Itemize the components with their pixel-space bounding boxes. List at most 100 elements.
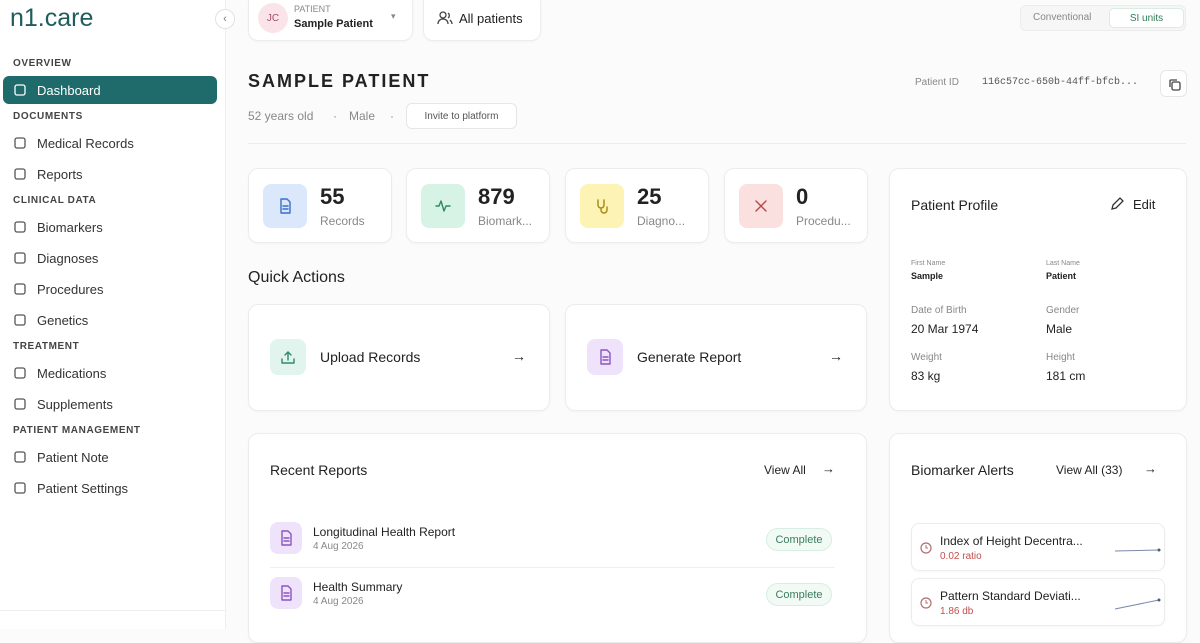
section-title: PATIENT MANAGEMENT	[13, 425, 141, 436]
nav-icon	[14, 367, 26, 379]
arrow-icon: →	[829, 348, 843, 364]
icon-glyph	[435, 200, 451, 212]
nav-item[interactable]: Reports	[3, 160, 217, 188]
action-card[interactable]: Generate Report →	[565, 304, 867, 411]
icon-glyph	[281, 351, 295, 364]
nav-icon	[14, 314, 26, 326]
report-name: Longitudinal Health Report	[313, 525, 456, 539]
nav-item[interactable]: Medications	[3, 359, 217, 387]
logo[interactable]: n1.care	[10, 4, 94, 32]
alert-item[interactable]: Index of Height Decentra... 0.02 ratio	[911, 523, 1165, 571]
unit-option[interactable]: Conventional	[1033, 12, 1092, 23]
alert-value: 0.02 ratio	[940, 551, 982, 562]
stat-value: 879	[478, 184, 515, 209]
alert-name: Pattern Standard Deviati...	[940, 589, 1081, 603]
stat-label: Records	[320, 214, 365, 228]
view-all-link[interactable]: View All (33)	[1056, 463, 1123, 477]
separator: ·	[390, 109, 394, 123]
biomarker-alerts-card: Biomarker Alerts View All (33) → Index o…	[889, 433, 1187, 643]
icon-glyph	[281, 585, 292, 601]
nav-item[interactable]: Diagnoses	[3, 244, 217, 272]
stat-label: Biomark...	[478, 214, 533, 228]
stat-card[interactable]: 879 Biomark...	[406, 168, 550, 243]
invite-button[interactable]: Invite to platform	[406, 103, 517, 129]
sidebar-footer-line	[0, 610, 226, 611]
unit-option[interactable]: SI units	[1109, 8, 1184, 28]
nav-item[interactable]: Patient Settings	[3, 474, 217, 502]
icon	[421, 184, 465, 228]
collapse-button[interactable]: ‹	[215, 9, 235, 29]
patient-id: 116c57cc-650b-44ff-bfcb...	[982, 77, 1139, 88]
nav-item[interactable]: Biomarkers	[3, 213, 217, 241]
arrow-icon: →	[512, 348, 526, 364]
users-icon	[437, 11, 453, 25]
stat-card[interactable]: 25 Diagno...	[565, 168, 709, 243]
nav-item[interactable]: Medical Records	[3, 129, 217, 157]
patient-age: 52 years old	[248, 109, 314, 123]
nav-item[interactable]: Dashboard	[3, 76, 217, 104]
all-patients-button[interactable]: All patients	[423, 0, 541, 41]
icon-glyph	[755, 200, 767, 212]
nav-item[interactable]: Genetics	[3, 306, 217, 334]
nav-icon	[14, 221, 26, 233]
alert-name: Index of Height Decentra...	[940, 534, 1083, 548]
stat-card[interactable]: 55 Records	[248, 168, 392, 243]
section-title: TREATMENT	[13, 341, 80, 352]
copy-button[interactable]	[1160, 70, 1187, 97]
stat-card[interactable]: 0 Procedu...	[724, 168, 868, 243]
alert-value: 1.86 db	[940, 606, 974, 617]
patient-profile-card: Patient Profile Edit First Name Sample Las…	[889, 168, 1187, 411]
section-title: OVERVIEW	[13, 58, 72, 69]
unit-toggle: Conventional SI units	[1020, 5, 1186, 31]
field-label: Weight	[911, 352, 942, 363]
icon-glyph	[281, 530, 292, 546]
separator: ·	[333, 109, 337, 123]
dropdown-caret: ▾	[391, 11, 396, 21]
action-label: Generate Report	[637, 349, 742, 365]
divider	[270, 567, 835, 568]
card-title: Recent Reports	[270, 462, 368, 478]
patient-name: Sample Patient	[294, 18, 373, 30]
section-title: DOCUMENTS	[13, 111, 83, 122]
arrow-icon: →	[1144, 461, 1157, 476]
recent-reports-card: Recent Reports View All → Longitudinal H…	[248, 433, 867, 643]
section-title: Quick Actions	[248, 269, 345, 286]
edit-button[interactable]: Edit	[1133, 197, 1156, 212]
icon-glyph	[597, 199, 608, 214]
field-value: Male	[1046, 322, 1073, 336]
stat-value: 55	[320, 184, 345, 209]
field-value: Patient	[1046, 271, 1077, 281]
icon	[580, 184, 624, 228]
nav-item[interactable]: Patient Note	[3, 443, 217, 471]
patient-selector[interactable]: JC PATIENT Sample Patient ▾	[248, 0, 413, 41]
sidebar: n1.care ‹ OVERVIEW Dashboard DOCUMENTS Medi…	[0, 0, 235, 629]
copy-icon	[1169, 79, 1181, 91]
avatar: JC	[258, 3, 288, 33]
status-pill: Complete	[766, 583, 832, 606]
arrow-icon: →	[822, 461, 835, 476]
report-name: Health Summary	[313, 580, 403, 594]
patient-label: PATIENT	[294, 4, 331, 14]
alert-item[interactable]: Pattern Standard Deviati... 1.86 db	[911, 578, 1165, 626]
field-value: Sample	[911, 271, 944, 281]
all-patients-label: All patients	[459, 11, 523, 26]
action-label: Upload Records	[320, 349, 421, 365]
field-value: 181 cm	[1046, 369, 1086, 383]
action-card[interactable]: Upload Records →	[248, 304, 550, 411]
nav-icon	[14, 451, 26, 463]
nav-icon	[14, 252, 26, 264]
nav-item[interactable]: Supplements	[3, 390, 217, 418]
report-date: 4 Aug 2026	[313, 541, 364, 552]
nav-icon	[14, 398, 26, 410]
nav-icon	[14, 137, 26, 149]
patient-sex: Male	[349, 109, 376, 123]
icon	[739, 184, 783, 228]
nav-icon	[14, 283, 26, 295]
edit-icon	[1111, 197, 1124, 210]
view-all-link[interactable]: View All	[764, 463, 806, 477]
field-label: Height	[1046, 352, 1075, 363]
stat-label: Diagno...	[637, 214, 686, 228]
nav-item[interactable]: Procedures	[3, 275, 217, 303]
